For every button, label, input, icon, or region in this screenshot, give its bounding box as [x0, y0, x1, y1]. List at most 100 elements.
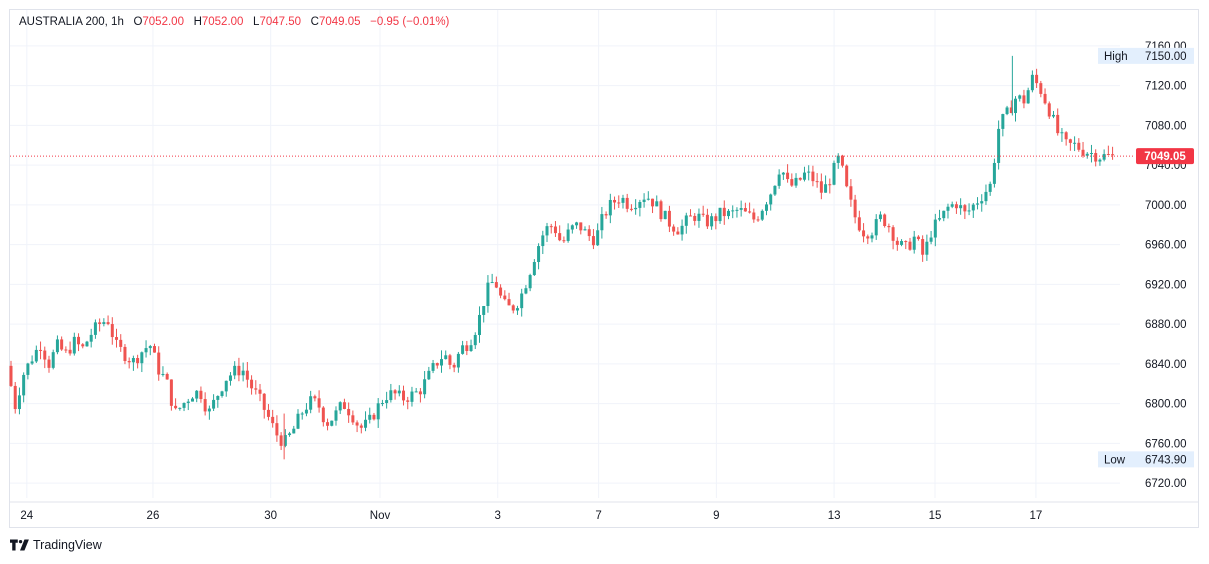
candle-body — [237, 365, 241, 376]
candle-body — [326, 422, 330, 426]
candle-body — [338, 402, 342, 411]
candle-body — [1022, 95, 1026, 104]
candle-body — [77, 336, 81, 345]
candle-body — [849, 186, 853, 200]
candle-body — [98, 322, 102, 324]
candle-body — [912, 236, 916, 250]
candle-body — [553, 226, 557, 234]
candle-body — [473, 335, 477, 346]
candle-body — [186, 401, 190, 403]
candle-body — [393, 390, 397, 394]
candle-body — [916, 236, 920, 240]
high-value: 7052.00 — [201, 16, 244, 28]
candle-body — [976, 203, 980, 205]
candle-body — [1047, 103, 1051, 117]
candle-body — [752, 212, 756, 220]
low-value: 6743.90 — [1145, 454, 1187, 466]
candle-body — [781, 172, 785, 175]
candle-body — [689, 215, 693, 217]
candle-body — [798, 177, 802, 180]
y-tick-label: 6880.00 — [1145, 319, 1187, 331]
candle-body — [545, 226, 549, 236]
chart-legend: AUSTRALIA 200, 1h O7052.00 H7052.00 L704… — [19, 16, 450, 28]
candle-body — [600, 214, 604, 231]
high-label: H — [193, 16, 202, 28]
candle-body — [718, 207, 722, 222]
candle-body — [895, 240, 899, 245]
candle-body — [739, 208, 743, 210]
candle-body — [503, 295, 507, 300]
candle-body — [929, 237, 933, 242]
candle-body — [490, 282, 494, 284]
candle-body — [511, 305, 515, 311]
y-tick-label: 7000.00 — [1145, 200, 1187, 212]
candle-body — [435, 363, 439, 366]
candle-body — [659, 201, 663, 220]
y-tick-label: 6840.00 — [1145, 359, 1187, 371]
candle-body — [642, 199, 646, 203]
candle-body — [672, 226, 676, 232]
candle-body — [376, 403, 380, 420]
low-value: 7047.50 — [259, 16, 302, 28]
candle-body — [971, 204, 975, 211]
x-tick-label: 17 — [1030, 510, 1043, 522]
candle-body — [1106, 154, 1110, 156]
symbol-name[interactable]: AUSTRALIA 200 — [19, 16, 105, 28]
candle-body — [549, 226, 553, 228]
candle-body — [591, 236, 595, 246]
candle-body — [790, 179, 794, 186]
candle-body — [950, 204, 954, 207]
candle-body — [342, 402, 346, 409]
candle-body — [891, 227, 895, 241]
candle-body — [245, 370, 249, 380]
x-tick-label: 3 — [495, 510, 501, 522]
candle-body — [110, 324, 114, 338]
candle-body — [1094, 153, 1098, 162]
chart-frame[interactable] — [9, 9, 1199, 528]
candle-body — [883, 214, 887, 227]
candle-body — [562, 240, 566, 242]
brand-name: TradingView — [33, 538, 102, 552]
candle-body — [17, 395, 21, 410]
candle-body — [769, 194, 773, 205]
candle-body — [997, 128, 1001, 163]
candle-body — [190, 398, 194, 402]
candle-body — [279, 435, 283, 446]
y-tick-label: 6800.00 — [1145, 399, 1187, 411]
candle-body — [684, 215, 688, 226]
candle-body — [431, 363, 435, 371]
candle-body — [1081, 149, 1085, 156]
candle-body — [444, 355, 448, 360]
candle-body — [51, 352, 55, 368]
candle-body — [1035, 74, 1039, 84]
interval-label[interactable]: 1h — [111, 16, 124, 28]
tradingview-brand[interactable]: TradingView — [10, 538, 102, 552]
candle-body — [786, 172, 790, 180]
candle-body — [178, 407, 182, 409]
candle-body — [131, 358, 135, 363]
candle-body — [157, 352, 161, 375]
candle-body — [347, 408, 351, 416]
open-label: O — [133, 16, 143, 28]
candle-body — [355, 422, 359, 426]
candle-body — [819, 181, 823, 193]
candle-body — [828, 184, 832, 186]
candle-body — [34, 349, 38, 362]
candle-body — [292, 428, 296, 434]
candle-body — [604, 214, 608, 216]
candle-body — [85, 341, 89, 347]
candle-body — [697, 213, 701, 221]
candle-body — [1009, 107, 1013, 114]
candle-body — [878, 214, 882, 220]
candle-body — [153, 346, 157, 353]
candle-body — [743, 208, 747, 212]
candle-body — [524, 288, 528, 294]
candle-body — [946, 206, 950, 211]
candle-body — [364, 419, 368, 428]
candle-body — [1014, 98, 1018, 114]
candle-body — [566, 229, 570, 241]
candle-body — [465, 345, 469, 351]
y-tick-label: 7080.00 — [1145, 120, 1187, 132]
candle-body — [452, 364, 456, 368]
